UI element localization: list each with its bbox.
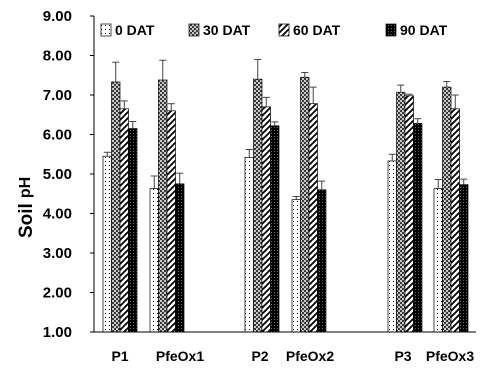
y-tick-label: 1.00 [43, 324, 72, 341]
bar-0-dat-p2 [244, 157, 254, 333]
legend-swatch [278, 23, 290, 37]
y-axis-label-main: Soil [16, 203, 37, 238]
legend: 0 DAT 30 DAT 60 DAT 90 DAT [100, 22, 448, 38]
x-category-label: P3 [394, 348, 411, 364]
bar-0-dat-pfeox3 [433, 188, 443, 333]
legend-label: 90 DAT [400, 22, 448, 38]
legend-label: 30 DAT [203, 22, 251, 38]
y-tick-label: 7.00 [43, 87, 72, 104]
bar-0-dat-p3 [387, 160, 397, 333]
bar-60-dat-p3 [404, 95, 414, 333]
bar-60-dat-p2 [261, 106, 271, 333]
x-category-label: PfeOx2 [286, 348, 334, 364]
axis-lines [93, 16, 476, 333]
y-axis-ticks: 1.00 2.00 3.00 4.00 5.00 6.00 7.00 8.00 9.00 [43, 8, 94, 341]
bar-90-dat-pfeox3 [459, 184, 469, 333]
legend-label: 0 DAT [115, 22, 155, 38]
bar-90-dat-pfeox1 [175, 183, 185, 333]
y-axis-label: Soil pH [16, 177, 37, 238]
bar-0-dat-pfeox1 [149, 188, 159, 333]
bars-group [102, 76, 469, 333]
x-axis-categories: P1 PfeOx1 P2 PfeOx2 P3 PfeOx3 [111, 348, 474, 364]
bar-90-dat-p2 [270, 125, 280, 333]
bar-0-dat-pfeox2 [291, 199, 301, 333]
bar-30-dat-p3 [396, 91, 406, 333]
error-bars-group [103, 58, 468, 200]
legend-label: 60 DAT [293, 22, 341, 38]
bar-60-dat-pfeox1 [166, 110, 176, 333]
y-tick-label: 3.00 [43, 245, 72, 262]
y-tick-label: 4.00 [43, 206, 72, 223]
y-axis-label-sub: pH [17, 177, 34, 198]
bar-30-dat-pfeox1 [158, 79, 168, 333]
y-tick-label: 5.00 [43, 166, 72, 183]
x-category-label: P2 [251, 348, 268, 364]
y-tick-label: 2.00 [43, 285, 72, 302]
y-tick-label: 6.00 [43, 127, 72, 144]
bar-60-dat-pfeox2 [308, 103, 318, 333]
bar-30-dat-pfeox2 [300, 76, 310, 333]
bar-90-dat-p3 [413, 123, 423, 333]
x-category-label: P1 [111, 348, 128, 364]
bar-0-dat-p1 [102, 155, 112, 333]
y-tick-label: 9.00 [43, 8, 72, 25]
y-tick-label: 8.00 [43, 48, 72, 65]
legend-swatch [385, 23, 397, 37]
bar-90-dat-p1 [128, 128, 138, 333]
bar-30-dat-p2 [253, 78, 263, 333]
x-category-label: PfeOx1 [156, 348, 204, 364]
legend-swatch [100, 23, 112, 37]
x-category-label: PfeOx3 [426, 348, 474, 364]
legend-swatch [188, 23, 200, 37]
bar-30-dat-pfeox3 [442, 86, 452, 333]
svg-text:SoilpH: Soil pH [16, 177, 37, 238]
bar-90-dat-pfeox2 [317, 189, 327, 333]
bar-60-dat-pfeox3 [450, 108, 460, 333]
bar-30-dat-p1 [111, 81, 121, 333]
bar-60-dat-p1 [119, 108, 129, 333]
